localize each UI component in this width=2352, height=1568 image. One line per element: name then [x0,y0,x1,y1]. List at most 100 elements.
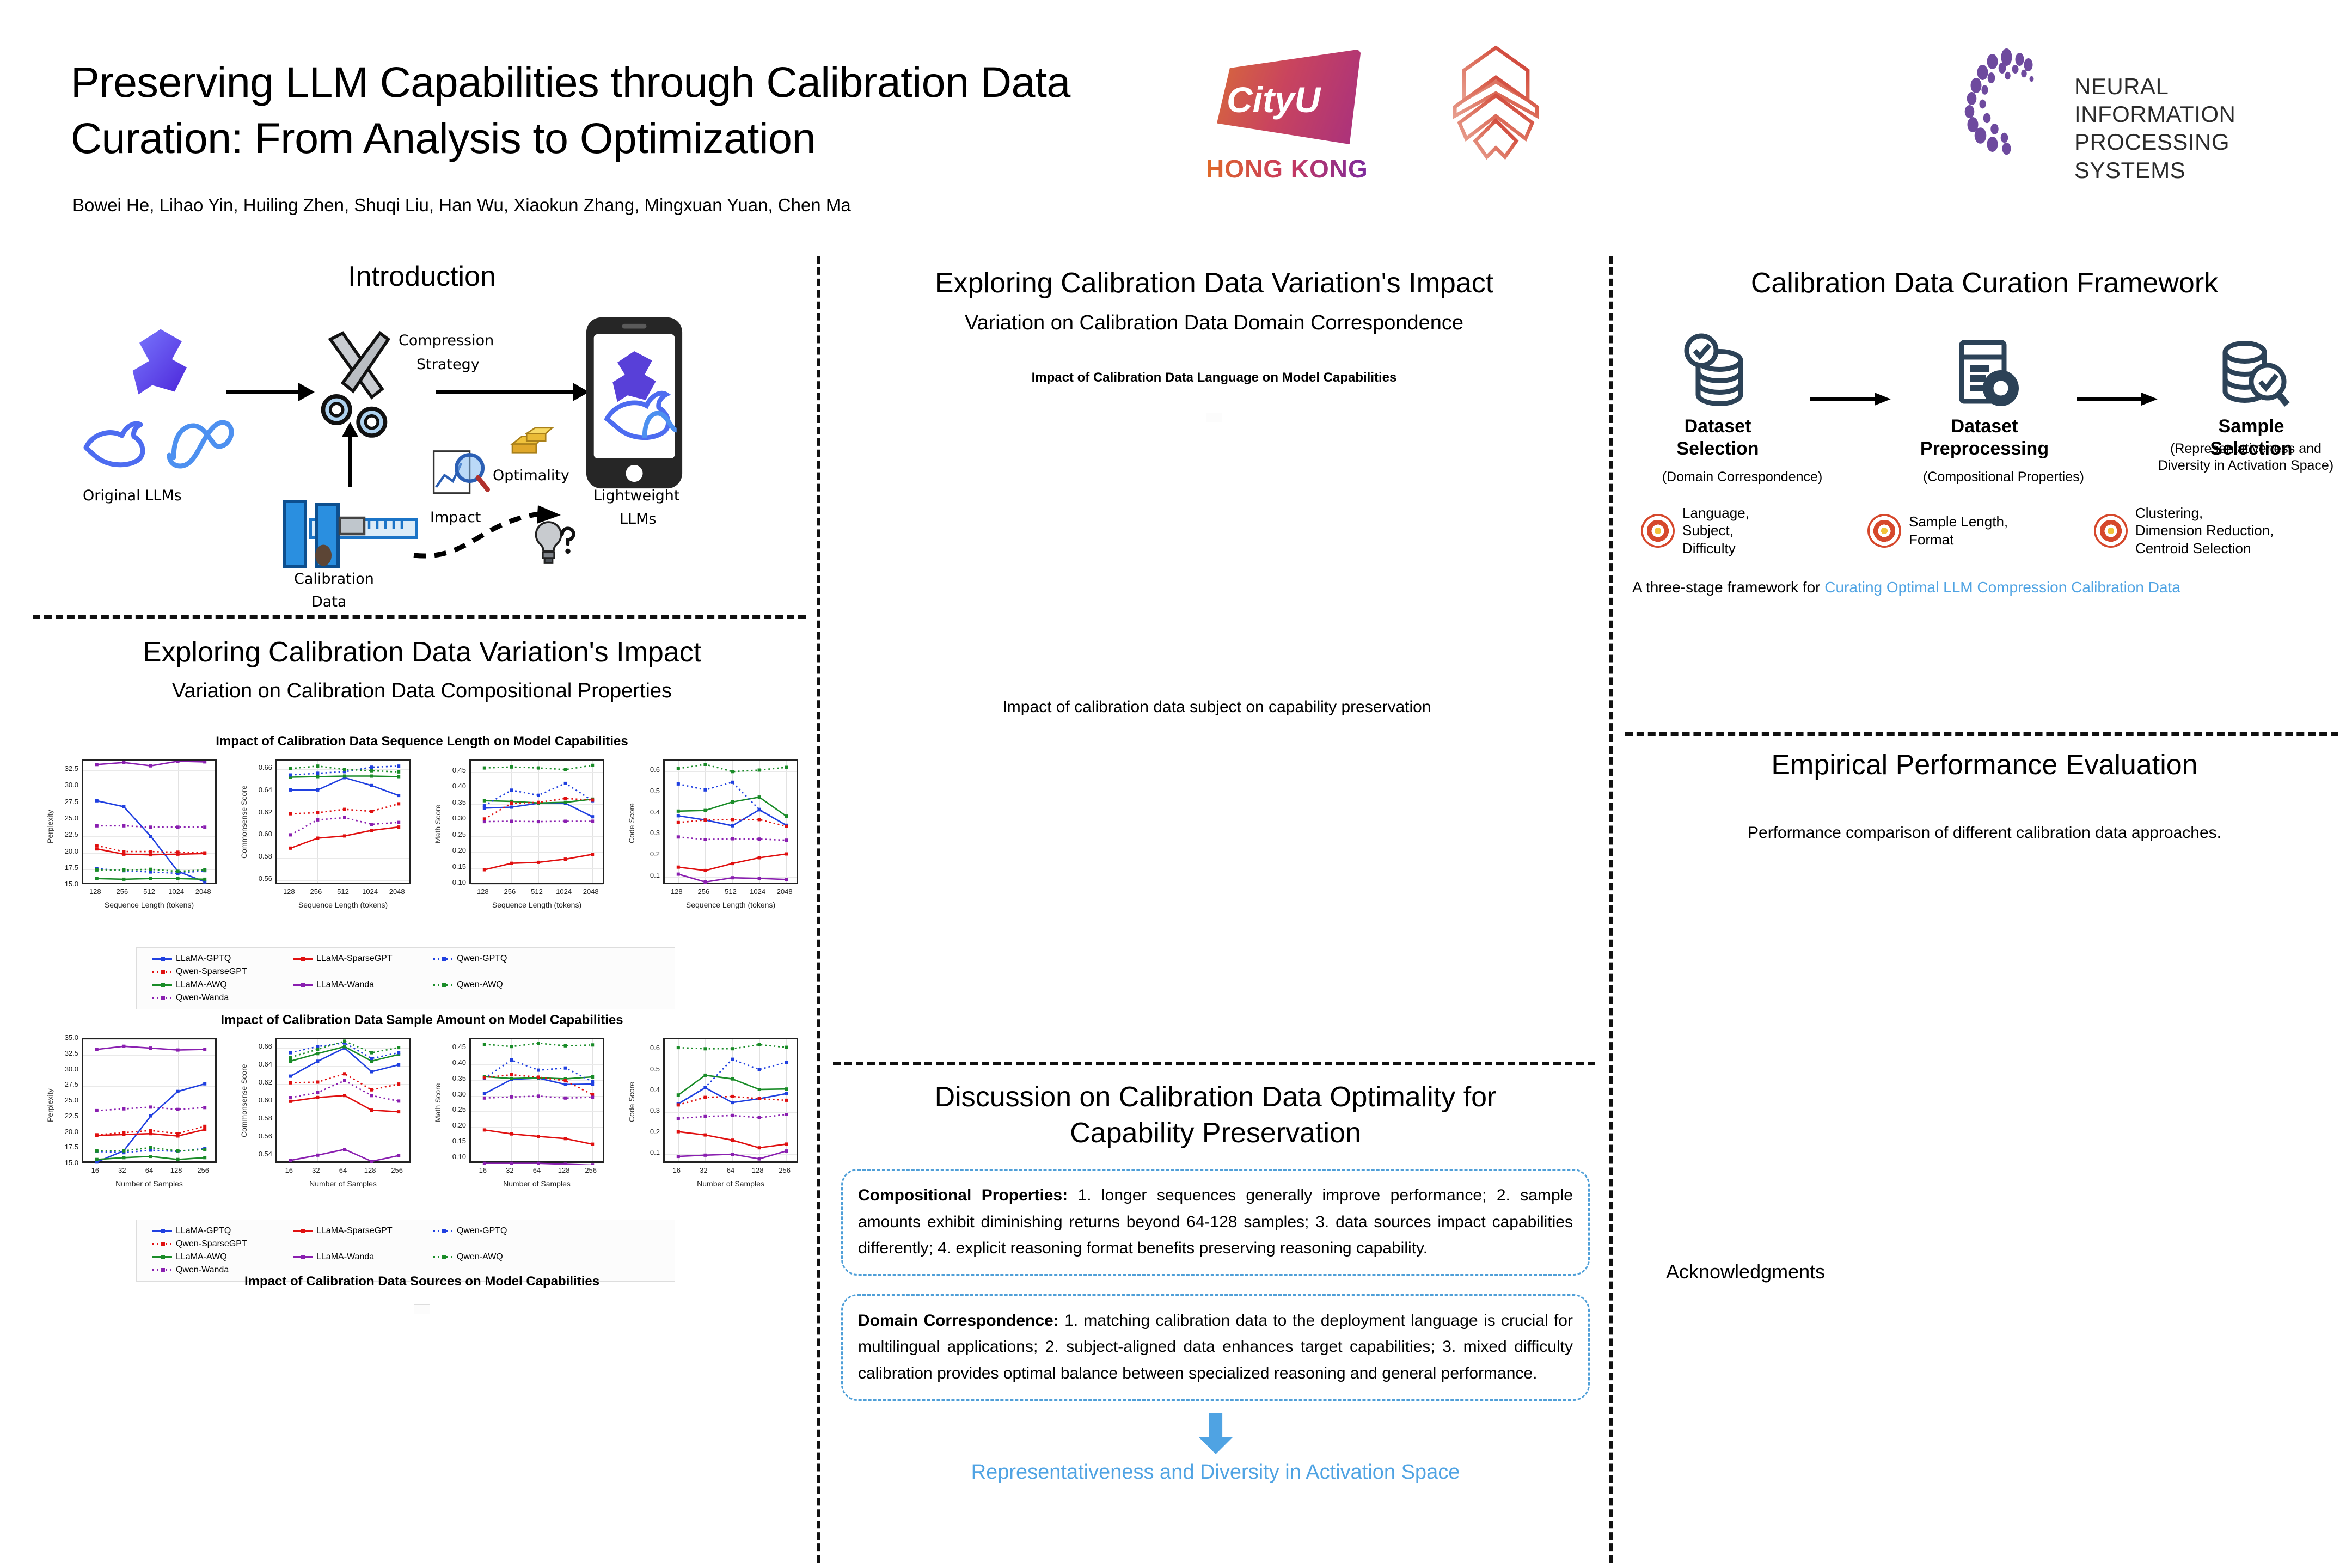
x-tick: 256 [116,887,128,896]
y-tick: 0.2 [650,850,660,859]
y-tick: 0.45 [452,765,466,774]
target-3-line2: Dimension Reduction, [2135,522,2274,539]
y-tick: 0.3 [650,829,660,837]
y-tick: 0.15 [452,1136,466,1145]
discussion-title-line2: Capability Preservation [1070,1117,1361,1149]
y-tick: 0.20 [452,846,466,855]
sequence-length-figure-title: Impact of Calibration Data Sequence Leng… [216,734,628,749]
deepseek-whale-icon [83,421,145,468]
y-tick: 15.0 [64,1159,78,1167]
y-tick: 0.60 [258,830,272,838]
x-tick: 32 [312,1166,320,1174]
y-tick: 0.10 [452,878,466,887]
chart-panel: 0.54 0.56 0.58 0.60 0.62 0.64 0.66 Commonsense … [236,1038,414,1188]
legend-label: LLaMA-SparseGPT [316,1226,393,1235]
x-tick: 64 [145,1166,154,1174]
framework-target-3: Clustering, Dimension Reduction, Centroi… [2094,504,2328,558]
stage-2-label-line1: Dataset [1951,416,2018,437]
y-axis-label: Code Score [627,803,636,843]
legend-label: LLaMA-GPTQ [176,1226,231,1235]
y-tick: 0.64 [258,1060,272,1069]
target-icon-3 [2094,513,2128,548]
y-tick: 0.5 [650,786,660,795]
author-list: Bowei He, Lihao Yin, Huiling Zhen, Shuqi… [72,195,851,215]
chart-panel: 15.0 17.5 20.0 22.5 25.0 27.5 30.0 32.5 Perplexi… [42,759,220,909]
intro-label-compression: Compression [399,332,494,349]
framework-paren-row: (Domain Correspondence) (Compositional P… [1628,441,2341,486]
evaluation-table-caption: Performance comparison of different cali… [1748,824,2221,842]
right-column-framework: Calibration Data Curation Framework Data… [1628,267,2341,596]
x-tick: 256 [504,887,516,896]
intro-label-original-llms: Original LLMs [83,487,182,504]
intro-arrow-1 [226,390,299,394]
middle-column: Exploring Calibration Data Variation's I… [833,267,1595,335]
y-tick: 22.5 [64,1111,78,1120]
x-tick: 16 [672,1166,681,1174]
qr-code[interactable] [2167,1260,2341,1435]
database-magnifier-check-icon [2222,341,2290,407]
chart-panel: 0.56 0.58 0.60 0.62 0.64 0.66 Commonsense Scor… [236,759,414,909]
y-tick: 0.25 [452,830,466,838]
legend-label: LLaMA-GPTQ [176,954,231,963]
x-tick: 512 [143,887,155,896]
x-tick: 128 [364,1166,376,1174]
y-tick: 0.66 [258,763,272,772]
intro-arrow-2 [436,390,574,394]
x-tick: 128 [170,1166,182,1174]
y-tick: 0.30 [452,1089,466,1098]
y-tick: 0.62 [258,807,272,816]
y-tick: 25.0 [64,1096,78,1104]
stage-3-label-line1: Sample [2218,416,2284,437]
sequence-length-figure: Impact of Calibration Data Sequence Leng… [33,734,811,909]
legend-item: Qwen-GPTQ [433,1226,558,1236]
introduction-title: Introduction [348,261,496,292]
intro-label-calibration: Calibration [294,571,374,587]
analysis-magnifier-icon [432,450,490,494]
legend-item: LLaMA-SparseGPT [292,1226,418,1236]
empirical-evaluation-title: Empirical Performance Evaluation [1771,749,2198,781]
x-axis-title: Sequence Length (tokens) [492,901,582,909]
y-tick: 35.0 [64,1033,78,1042]
x-axis-title: Number of Samples [309,1179,377,1188]
y-tick: 0.15 [452,862,466,871]
x-tick: 32 [118,1166,126,1174]
smartphone-icon [586,317,683,489]
target-1-line3: Difficulty [1682,540,1736,556]
y-tick: 17.5 [64,1143,78,1152]
line-chart-legend: LLaMA-GPTQ LLaMA-SparseGPT Qwen-GPTQ Qwen-S… [136,947,675,1009]
x-axis-title: Number of Samples [115,1179,183,1188]
domain-correspondence-text: 1. matching calibration data to the depl… [858,1311,1573,1382]
target-1-line1: Language, [1682,504,1749,521]
discussion-section: Discussion on Calibration Data Optimalit… [841,1081,1590,1484]
y-axis-label: Perplexity [46,1088,54,1122]
legend-item: Qwen-Wanda [152,1265,277,1275]
x-tick: 256 [779,1166,791,1174]
legend-item: LLaMA-GPTQ [152,954,277,964]
discussion-title-line1: Discussion on Calibration Data Optimalit… [934,1081,1497,1113]
y-tick: 27.5 [64,797,78,806]
document-gear-icon [1959,340,2019,406]
data-sources-figure-title: Impact of Calibration Data Sources on Mo… [244,1274,600,1289]
legend-item: LLaMA-GPTQ [152,1226,277,1236]
legend-item: Qwen-SparseGPT [152,967,277,977]
x-tick: 512 [337,887,349,896]
x-tick: 2048 [583,887,599,896]
y-tick: 20.0 [64,847,78,855]
x-tick: 256 [391,1166,403,1174]
framework-stage-1: Dataset Selection [1650,331,1786,460]
x-tick: 128 [670,887,683,896]
intro-arrow-1-head [298,383,315,401]
empirical-evaluation-section: Empirical Performance Evaluation Perform… [1628,749,2341,842]
legend-label: LLaMA-SparseGPT [316,954,393,963]
x-tick: 128 [476,887,489,896]
intro-label-optimality: Optimality [493,467,569,484]
left-sub-title: Variation on Calibration Data Compositio… [171,679,672,702]
framework-caption: A three-stage framework for Curating Opt… [1628,579,2341,596]
y-tick: 0.58 [258,852,272,861]
framework-title: Calibration Data Curation Framework [1750,267,2219,299]
x-tick: 32 [700,1166,708,1174]
x-tick: 1024 [750,887,766,896]
legend-label: Qwen-AWQ [457,1252,503,1261]
y-tick: 0.20 [452,1121,466,1129]
x-tick: 256 [310,887,322,896]
